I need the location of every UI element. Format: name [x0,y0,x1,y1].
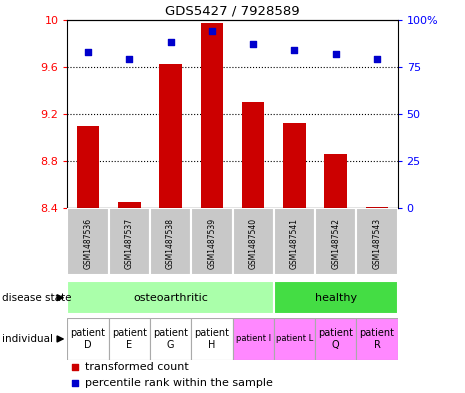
Text: patient
D: patient D [71,328,106,350]
Text: GSM1487542: GSM1487542 [331,218,340,268]
Bar [109,318,150,360]
Point [291,47,298,53]
Text: GSM1487540: GSM1487540 [249,217,258,268]
Text: GSM1487537: GSM1487537 [125,217,134,268]
Bar [191,318,232,360]
Bar [150,318,191,360]
Point [373,56,381,62]
Bar [159,64,182,208]
Text: disease state: disease state [2,293,72,303]
Bar [191,208,232,275]
Bar [77,126,100,208]
Point [208,28,216,34]
Text: patient L: patient L [276,334,313,343]
Text: osteoarthritic: osteoarthritic [133,293,208,303]
Bar [232,208,274,275]
Bar [274,318,315,360]
Point [255,170,262,176]
Point [84,49,92,55]
Bar [109,208,150,275]
Point [255,318,262,324]
Bar [365,207,388,208]
Text: patient
R: patient R [359,328,394,350]
Text: patient
G: patient G [153,328,188,350]
Bar [356,318,398,360]
Bar [356,208,398,275]
Bar [324,154,347,208]
Text: patient I: patient I [236,334,271,343]
Bar [232,318,274,360]
Bar [283,123,306,208]
Text: individual: individual [2,334,53,344]
Text: patient
Q: patient Q [318,328,353,350]
Text: GSM1487539: GSM1487539 [207,217,216,268]
Text: healthy: healthy [315,293,357,303]
Point [167,39,174,46]
Bar [200,23,223,208]
Point [126,56,133,62]
Bar [67,318,109,360]
Text: GSM1487543: GSM1487543 [372,217,381,268]
Bar [118,202,141,208]
Point [249,41,257,47]
Bar [315,318,356,360]
Bar [315,208,356,275]
Text: GSM1487538: GSM1487538 [166,218,175,268]
Text: patient
H: patient H [194,328,229,350]
Text: patient
E: patient E [112,328,147,350]
Title: GDS5427 / 7928589: GDS5427 / 7928589 [165,4,300,17]
Text: GSM1487536: GSM1487536 [84,217,93,268]
Text: transformed count: transformed count [85,362,188,372]
Text: percentile rank within the sample: percentile rank within the sample [85,378,272,388]
Bar [274,281,398,314]
Bar [150,208,191,275]
Point [332,50,339,57]
Bar [67,208,109,275]
Bar [242,102,265,208]
Bar [274,208,315,275]
Text: GSM1487541: GSM1487541 [290,218,299,268]
Bar [67,281,274,314]
